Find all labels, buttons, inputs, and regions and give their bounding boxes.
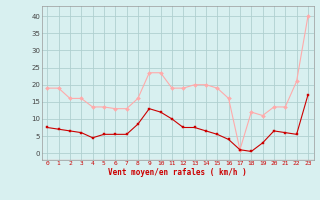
X-axis label: Vent moyen/en rafales ( km/h ): Vent moyen/en rafales ( km/h ): [108, 168, 247, 177]
